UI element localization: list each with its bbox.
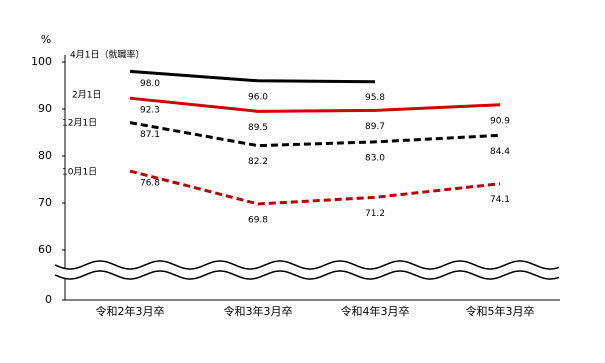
data-label: 96.0	[248, 92, 268, 102]
data-label: 98.0	[140, 79, 160, 89]
data-label: 74.1	[490, 195, 510, 205]
series-line	[129, 169, 501, 206]
x-tick-label: 令和2年3月卒	[96, 304, 165, 318]
series-line	[129, 121, 501, 148]
data-label: 87.1	[140, 130, 160, 140]
data-label: 89.5	[248, 123, 268, 133]
y-tick-label: 0	[45, 293, 52, 306]
data-label: 95.8	[365, 93, 385, 103]
series-line	[129, 96, 501, 113]
data-label: 69.8	[248, 215, 268, 225]
x-tick-label: 令和5年3月卒	[466, 304, 535, 318]
y-tick-label: 100	[31, 55, 52, 68]
data-label: 82.2	[248, 157, 268, 167]
data-label: 71.2	[365, 209, 385, 219]
series-line	[129, 69, 376, 84]
y-tick-label: 90	[38, 102, 52, 115]
data-label: 84.4	[490, 147, 510, 157]
y-axis-unit: %	[41, 33, 51, 46]
y-tick-label: 70	[38, 196, 52, 209]
break-line	[54, 260, 560, 270]
x-tick-label: 令和4年3月卒	[341, 304, 410, 318]
data-label: 90.9	[490, 116, 510, 126]
legend-label: 2月1日	[72, 90, 101, 101]
y-tick-label: 80	[38, 149, 52, 162]
data-label: 83.0	[365, 153, 385, 163]
data-label: 92.3	[140, 106, 160, 116]
axis-break	[54, 260, 560, 280]
break-line	[54, 270, 560, 280]
data-label: 76.8	[140, 179, 160, 189]
legend-label: 10月1日	[62, 167, 97, 178]
data-label: 89.7	[365, 122, 385, 132]
legend-label: 4月1日（就職率）	[70, 49, 144, 61]
break-band	[55, 261, 560, 279]
x-tick-label: 令和3年3月卒	[224, 304, 293, 318]
y-tick-label: 60	[38, 243, 52, 256]
legend-label: 12月1日	[62, 118, 97, 129]
